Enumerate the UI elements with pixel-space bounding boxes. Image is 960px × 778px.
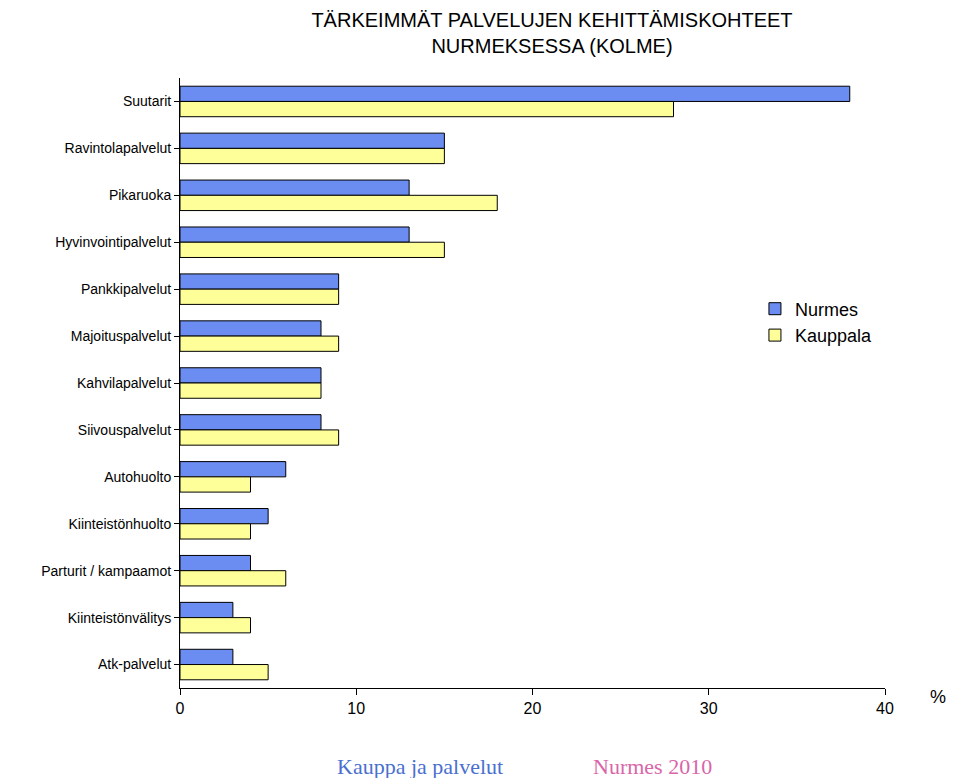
- svg-text:Siivouspalvelut: Siivouspalvelut: [78, 422, 171, 438]
- svg-text:Pankkipalvelut: Pankkipalvelut: [81, 281, 171, 297]
- svg-text:30: 30: [700, 700, 718, 717]
- svg-text:TÄRKEIMMÄT PALVELUJEN KEHITTÄM: TÄRKEIMMÄT PALVELUJEN KEHITTÄMISKOHTEETN…: [311, 9, 792, 57]
- svg-text:10: 10: [347, 700, 365, 717]
- svg-text:Kauppa ja palvelut: Kauppa ja palvelut: [337, 754, 503, 778]
- svg-text:Kauppala: Kauppala: [795, 326, 872, 346]
- svg-text:40: 40: [876, 700, 894, 717]
- svg-text:Majoituspalvelut: Majoituspalvelut: [71, 328, 171, 344]
- svg-text:Parturit / kampaamot: Parturit / kampaamot: [41, 563, 171, 579]
- svg-text:Pikaruoka: Pikaruoka: [109, 187, 171, 203]
- svg-text:Hyvinvointipalvelut: Hyvinvointipalvelut: [55, 234, 171, 250]
- svg-text:Nurmes 2010: Nurmes 2010: [593, 754, 712, 778]
- svg-text:Suutarit: Suutarit: [123, 93, 171, 109]
- svg-text:%: %: [930, 687, 946, 707]
- svg-text:Kiinteistönhuolto: Kiinteistönhuolto: [68, 516, 171, 532]
- svg-text:Kahvilapalvelut: Kahvilapalvelut: [77, 375, 171, 391]
- svg-text:Atk-palvelut: Atk-palvelut: [98, 656, 171, 672]
- svg-text:20: 20: [524, 700, 542, 717]
- svg-text:Ravintolapalvelut: Ravintolapalvelut: [65, 140, 172, 156]
- svg-text:0: 0: [176, 700, 185, 717]
- svg-text:Autohuolto: Autohuolto: [104, 469, 171, 485]
- svg-text:Nurmes: Nurmes: [795, 300, 858, 320]
- svg-text:Kiinteistönvälitys: Kiinteistönvälitys: [68, 610, 172, 626]
